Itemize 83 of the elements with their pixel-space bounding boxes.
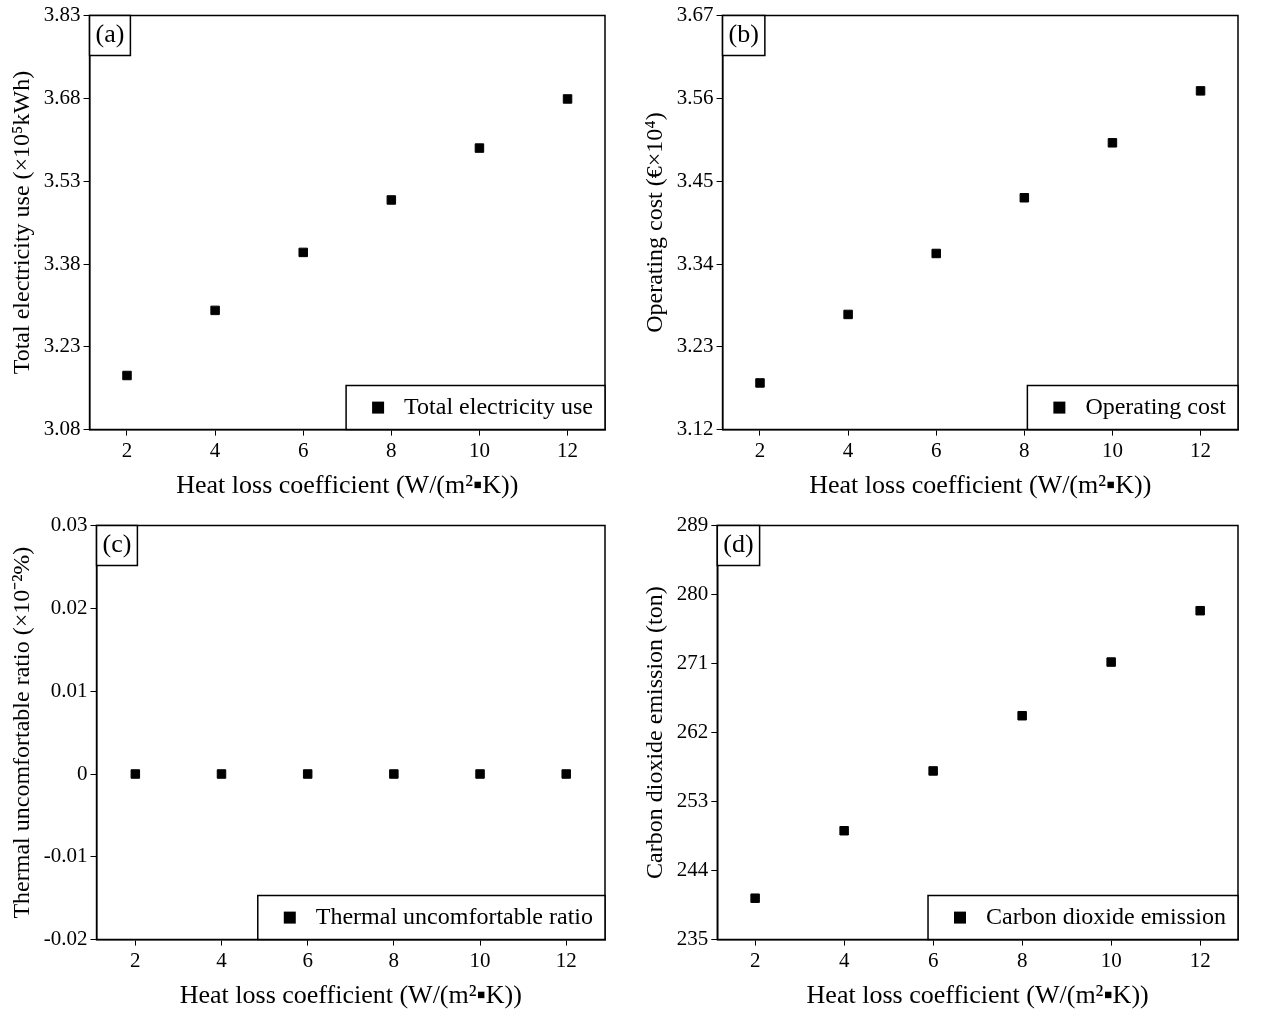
x-tick-label: 6 [930,437,942,462]
y-tick-label: -0.02 [43,926,88,951]
legend-label: Total electricity use [404,392,593,419]
annotation: (b) [728,19,759,49]
x-tick-label: 6 [297,437,309,462]
y-tick-label: 0.02 [50,594,88,619]
x-tick-label: 6 [302,947,313,972]
point [1195,605,1205,616]
point [931,248,941,259]
y-tick-label: 0.01 [50,677,88,702]
x-axis-title: Heat loss coefficient (W/(m²▪K)) [809,470,1152,500]
y-tick-label: 0.03 [50,512,88,537]
x-tick-label: 12 [555,947,577,972]
point [298,247,308,258]
y-tick-label: 244 [676,857,709,882]
y-tick-label: 3.38 [43,250,81,275]
y-axis-title: Carbon dioxide emission (ton) [640,586,667,879]
point [1107,138,1118,148]
point [1019,193,1030,203]
y-tick-label: 3.67 [676,2,714,27]
x-tick-label: 10 [468,437,490,462]
legend-label: Thermal uncomfortable ratio [315,902,593,929]
point [122,370,132,381]
legend-label: Carbon dioxide emission [986,902,1227,929]
y-tick-label: 271 [676,650,709,675]
x-tick-label: 8 [388,947,400,972]
x-tick-label: 4 [842,437,854,462]
x-tick-label: 10 [469,947,491,972]
annotation: (a) [95,19,125,49]
point [839,825,849,836]
point [474,143,485,153]
y-tick-label: 3.45 [676,167,714,192]
y-tick-label: 289 [676,512,709,537]
y-axis-title: Thermal uncomfortable ratio (×10⁻²%) [7,546,34,919]
x-tick-label: 4 [209,437,221,462]
point [928,766,938,776]
x-tick-label: 2 [749,947,761,972]
y-tick-label: 3.68 [43,84,81,109]
x-tick-label: 2 [130,947,141,972]
x-tick-label: 4 [838,947,850,972]
annotation: (d) [723,529,754,559]
y-tick-label: 0 [77,760,88,785]
point [1106,657,1116,667]
y-tick-label: 253 [676,788,709,813]
point [562,94,573,104]
point [750,893,760,903]
point [1017,710,1027,721]
y-axis-title: Operating cost (€×10⁴) [640,112,667,333]
y-tick-label: 3.23 [676,333,714,358]
x-tick-label: 2 [121,437,133,462]
x-tick-label: 10 [1100,947,1122,972]
y-tick-label: 235 [676,926,709,951]
x-tick-label: 8 [386,437,397,462]
legend-label: Operating cost [1085,392,1227,419]
x-tick-label: 12 [557,437,579,462]
y-tick-label: 3.23 [43,333,81,358]
y-tick-label: 3.56 [676,84,714,109]
x-tick-label: 4 [216,947,228,972]
x-tick-label: 12 [1190,437,1212,462]
y-tick-label: 3.08 [43,416,81,441]
y-tick-label: 3.83 [43,2,81,27]
point [386,195,397,205]
x-axis-title: Heat loss coefficient (W/(m²▪K)) [179,980,522,1010]
x-tick-label: 8 [1016,947,1028,972]
x-tick-label: 8 [1019,437,1030,462]
x-tick-label: 6 [927,947,939,972]
y-axis-title: Total electricity use (×10⁵kWh) [7,70,34,375]
point [843,309,853,320]
y-tick-label: 3.53 [43,167,81,192]
annotation: (c) [102,529,132,559]
x-tick-label: 10 [1101,437,1123,462]
y-tick-label: -0.01 [43,843,88,868]
point [210,305,220,316]
y-tick-label: 262 [676,719,709,744]
x-axis-title: Heat loss coefficient (W/(m²▪K)) [806,980,1149,1010]
point [1195,86,1206,96]
x-tick-label: 2 [754,437,766,462]
point [755,378,765,388]
y-tick-label: 3.34 [676,250,715,275]
y-tick-label: 3.12 [676,416,714,441]
x-tick-label: 12 [1189,947,1211,972]
y-tick-label: 280 [676,581,709,606]
x-axis-title: Heat loss coefficient (W/(m²▪K)) [176,470,519,500]
